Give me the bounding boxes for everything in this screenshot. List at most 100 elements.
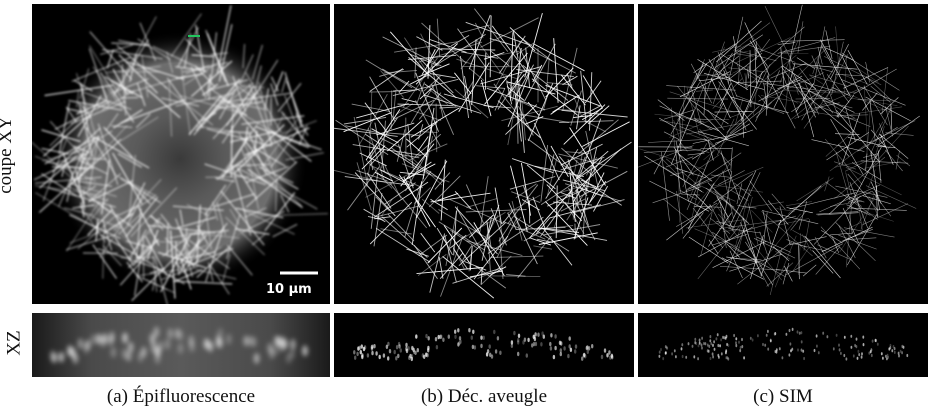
fiber bbox=[89, 31, 133, 80]
fiber bbox=[788, 60, 799, 95]
fiber bbox=[365, 133, 419, 170]
fiber bbox=[511, 191, 541, 204]
fiber bbox=[71, 56, 132, 82]
fiber bbox=[785, 243, 843, 276]
xz-blob bbox=[751, 338, 754, 342]
xz-blob bbox=[781, 356, 784, 360]
xz-blob bbox=[517, 340, 520, 345]
fiber bbox=[795, 82, 815, 113]
fiber bbox=[526, 164, 556, 190]
xz-blob bbox=[700, 343, 703, 347]
fiber bbox=[489, 266, 507, 276]
xz-blob bbox=[366, 353, 370, 358]
fiber bbox=[166, 51, 174, 74]
fiber bbox=[429, 233, 446, 293]
fiber bbox=[782, 262, 790, 285]
fiber bbox=[698, 77, 729, 82]
xz-blob bbox=[110, 347, 117, 358]
fiber bbox=[711, 184, 764, 193]
fiber bbox=[745, 66, 749, 88]
fiber bbox=[114, 173, 156, 196]
fiber bbox=[502, 210, 513, 224]
fiber bbox=[749, 40, 768, 67]
fiber bbox=[521, 199, 540, 211]
fiber bbox=[221, 88, 260, 144]
xz-blob bbox=[583, 352, 586, 358]
fiber bbox=[678, 153, 713, 182]
xz-blob bbox=[658, 350, 661, 354]
fiber bbox=[206, 33, 229, 87]
xz-blob bbox=[408, 355, 411, 360]
fiber bbox=[659, 120, 698, 128]
xz-blob bbox=[898, 354, 900, 358]
fiber bbox=[727, 50, 749, 57]
fiber bbox=[65, 202, 100, 252]
xz-blob bbox=[796, 330, 799, 334]
fiber bbox=[733, 22, 771, 51]
xz-blob bbox=[559, 348, 562, 353]
fiber bbox=[802, 234, 812, 252]
fiber bbox=[714, 55, 740, 77]
fiber bbox=[763, 212, 768, 246]
fiber bbox=[239, 54, 254, 85]
fiber bbox=[430, 198, 448, 211]
xz-blob bbox=[90, 334, 97, 345]
fiber bbox=[78, 185, 97, 198]
fiber bbox=[117, 153, 143, 168]
fiber bbox=[105, 112, 119, 132]
panel-b-xz-image bbox=[334, 313, 634, 377]
fiber bbox=[251, 44, 263, 80]
fiber bbox=[532, 64, 543, 83]
fiber bbox=[205, 78, 240, 122]
fiber bbox=[720, 101, 732, 128]
xz-blob bbox=[680, 347, 683, 351]
fiber bbox=[837, 144, 850, 157]
xz-blob bbox=[554, 334, 557, 339]
fiber bbox=[129, 53, 137, 83]
xz-blob bbox=[707, 349, 710, 353]
fiber bbox=[374, 216, 391, 220]
fiber bbox=[850, 106, 903, 115]
fiber bbox=[410, 76, 440, 124]
fiber bbox=[789, 192, 857, 210]
xz-blob bbox=[697, 344, 700, 348]
xz-blob bbox=[382, 353, 386, 358]
fiber bbox=[721, 54, 772, 86]
xz-blob bbox=[177, 343, 184, 354]
xz-blob bbox=[525, 353, 528, 358]
fiber bbox=[480, 267, 483, 285]
fiber bbox=[483, 52, 505, 60]
xz-blob bbox=[711, 352, 714, 356]
fiber bbox=[788, 4, 803, 63]
fiber bbox=[834, 160, 865, 168]
xz-blob bbox=[845, 357, 848, 361]
fiber bbox=[182, 61, 229, 73]
fiber bbox=[767, 200, 789, 225]
fiber bbox=[126, 261, 143, 283]
fiber bbox=[439, 252, 464, 279]
fiber bbox=[758, 75, 803, 102]
fiber bbox=[781, 72, 800, 119]
fiber bbox=[509, 176, 556, 190]
xz-blob bbox=[726, 342, 728, 347]
fiber bbox=[797, 21, 804, 53]
fiber bbox=[295, 113, 309, 136]
xz-blob bbox=[802, 349, 805, 353]
fiber bbox=[407, 123, 414, 169]
xz-blob bbox=[720, 352, 723, 356]
xz-blob bbox=[554, 345, 557, 351]
fiber bbox=[393, 89, 418, 92]
fiber bbox=[708, 212, 732, 247]
fiber bbox=[735, 196, 753, 259]
fiber bbox=[849, 146, 882, 207]
xz-blob bbox=[471, 344, 475, 350]
fiber bbox=[792, 229, 811, 241]
fiber bbox=[417, 136, 429, 152]
xz-blob bbox=[856, 356, 859, 360]
fiber bbox=[659, 105, 719, 132]
fiber bbox=[556, 109, 575, 111]
fiber bbox=[465, 184, 484, 224]
fiber bbox=[212, 201, 219, 221]
xz-blob bbox=[611, 355, 614, 360]
fiber bbox=[465, 209, 527, 213]
